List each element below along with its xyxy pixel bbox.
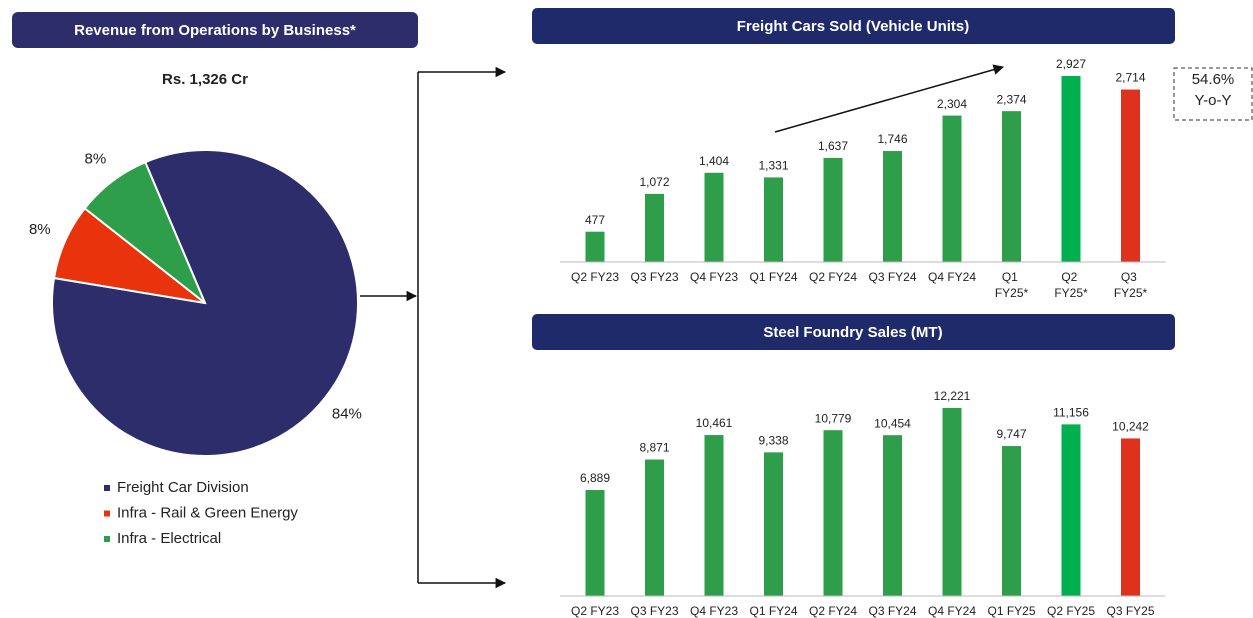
x-tick-label: Q4 FY24 (928, 604, 976, 618)
data-label: 10,779 (815, 411, 852, 425)
pie-slice (83, 160, 206, 304)
data-label: 1,331 (758, 159, 788, 173)
title-box (532, 8, 1175, 44)
bar (585, 231, 605, 262)
annotation: Y-o-Y (1195, 92, 1232, 109)
chart-title: Revenue from Operations by Business* (74, 22, 356, 39)
bar (1121, 89, 1140, 262)
subtitle: Rs. 1,326 Cr (162, 71, 248, 88)
connectors (360, 64, 1005, 589)
data-label: 84% (332, 406, 362, 423)
chart-title: Steel Foundry Sales (MT) (763, 324, 942, 341)
data-label: 12,221 (934, 389, 971, 403)
bar (1002, 111, 1021, 262)
title-box (532, 314, 1175, 350)
bar (942, 408, 962, 596)
data-label: 9,747 (996, 427, 1026, 441)
data-label: 2,304 (937, 97, 967, 111)
bar (645, 193, 664, 262)
legend-label: Infra - Electrical (117, 530, 221, 547)
data-label: 477 (585, 213, 605, 227)
x-tick-label: Q2 FY24 (809, 270, 857, 284)
legend-swatch (104, 485, 110, 491)
data-label: 2,714 (1115, 71, 1145, 85)
label-line: FY25* (995, 286, 1029, 300)
x-tick-label: Q1 FY25 (987, 604, 1035, 618)
bar (1061, 424, 1081, 596)
bar (883, 435, 902, 596)
data-label: 6,889 (580, 471, 610, 485)
x-tick-label: Q3 FY23 (630, 270, 678, 284)
bar (1002, 446, 1021, 596)
x-tick-label: Q4 FY24 (928, 270, 976, 284)
x-tick-label: Q3 FY24 (868, 604, 916, 618)
bar (585, 490, 605, 596)
data-label: 1,746 (877, 132, 907, 146)
label-line: Q3 (1121, 270, 1140, 284)
data-label: 8,871 (639, 441, 669, 455)
annotation: 54.6% (1192, 71, 1235, 88)
label-line: Q1 (1002, 270, 1021, 284)
bar (645, 459, 664, 596)
x-tick-label: Q1 FY24 (749, 604, 797, 618)
bar (764, 452, 783, 596)
x-tick-label: Q2 FY25 (1047, 604, 1095, 618)
label-line: FY25* (1114, 286, 1148, 300)
data-label: 8% (29, 221, 51, 238)
bar (704, 172, 724, 262)
data-label: 2,374 (996, 92, 1026, 106)
bar (883, 151, 902, 262)
x-tick-label: Q2 FY25* (1054, 270, 1088, 300)
data-label: 1,637 (818, 139, 848, 153)
legend-swatch (104, 536, 110, 542)
data-label: 1,404 (699, 154, 729, 168)
x-tick-label: Q3 FY23 (630, 604, 678, 618)
bar (764, 177, 783, 262)
x-tick-label: Q1 FY25* (995, 270, 1029, 300)
x-tick-label: Q3 FY24 (868, 270, 916, 284)
bar (1061, 76, 1081, 262)
chart-title: Freight Cars Sold (Vehicle Units) (737, 18, 970, 35)
x-tick-label: Q3 FY25* (1114, 270, 1148, 300)
data-label: 8% (85, 151, 107, 168)
bar (823, 157, 843, 262)
x-tick-label: Q2 FY24 (809, 604, 857, 618)
legend-swatch (104, 510, 110, 517)
data-label: 10,461 (696, 416, 733, 430)
title-box (12, 12, 418, 48)
data-label: 10,454 (874, 416, 911, 430)
data-label: 10,242 (1112, 420, 1149, 434)
annotation-box (1173, 67, 1253, 121)
label-line: Q2 (1061, 270, 1080, 284)
bar (823, 430, 843, 596)
data-label: 1,072 (639, 175, 669, 189)
data-label: 11,156 (1053, 406, 1089, 420)
label-line: FY25* (1054, 286, 1088, 300)
legend-label: Freight Car Division (117, 479, 249, 496)
x-tick-label: Q2 FY23 (571, 604, 619, 618)
x-tick-label: Q3 FY25 (1106, 604, 1154, 618)
bar (1121, 438, 1140, 596)
x-tick-label: Q4 FY23 (690, 270, 738, 284)
bar (942, 115, 962, 262)
legend-label: Infra - Rail & Green Energy (117, 504, 298, 521)
x-tick-label: Q4 FY23 (690, 604, 738, 618)
x-tick-label: Q2 FY23 (571, 270, 619, 284)
data-label: 9,338 (758, 434, 788, 448)
x-tick-label: Q1 FY24 (749, 270, 797, 284)
data-label: 2,927 (1056, 57, 1086, 71)
bar (704, 435, 724, 596)
